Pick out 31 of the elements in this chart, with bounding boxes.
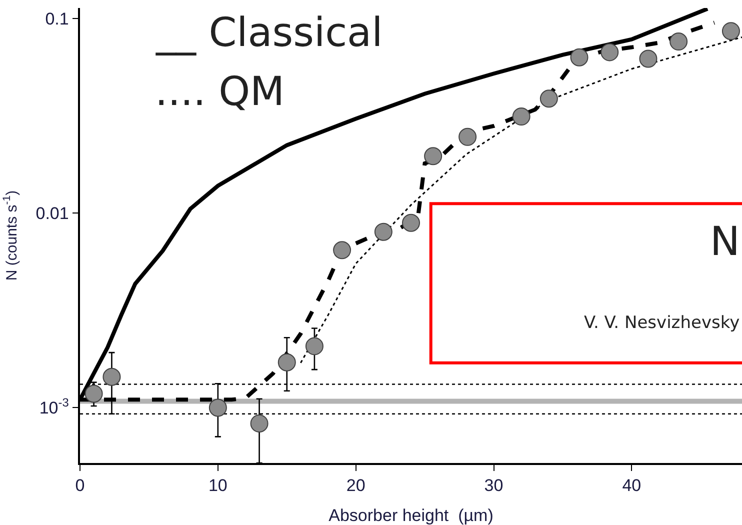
x-tick-label: 20 [346, 476, 366, 496]
point [250, 414, 268, 432]
x-tick-label: 10 [208, 476, 228, 496]
annotation: .... QM [155, 69, 285, 115]
y-tick-label: 0.1 [45, 9, 69, 28]
point [84, 384, 103, 403]
x-tick-label: 0 [75, 476, 85, 496]
point [402, 214, 420, 232]
x-tick-label: 30 [484, 476, 504, 496]
point [102, 368, 121, 386]
y-tick-label: 10$^{-3}$ [39, 396, 70, 418]
point [540, 90, 558, 108]
point [208, 398, 227, 417]
point [639, 50, 658, 68]
annotation: N [710, 219, 740, 265]
point [278, 353, 296, 372]
point [374, 222, 392, 241]
point [424, 147, 442, 166]
point [333, 241, 352, 260]
point [600, 43, 619, 62]
x-axis-title: Absorber height (µm) [328, 506, 494, 525]
point [722, 22, 740, 40]
x-tick-label: 40 [622, 476, 642, 496]
point [512, 108, 530, 126]
annotation: V. V. Nesvizhevsky [584, 313, 740, 333]
annotation: __ Classical [155, 10, 383, 56]
point [570, 48, 588, 66]
point [458, 128, 477, 146]
y-tick-label: 0.01 [36, 204, 69, 223]
point [670, 32, 688, 51]
point [305, 337, 324, 356]
